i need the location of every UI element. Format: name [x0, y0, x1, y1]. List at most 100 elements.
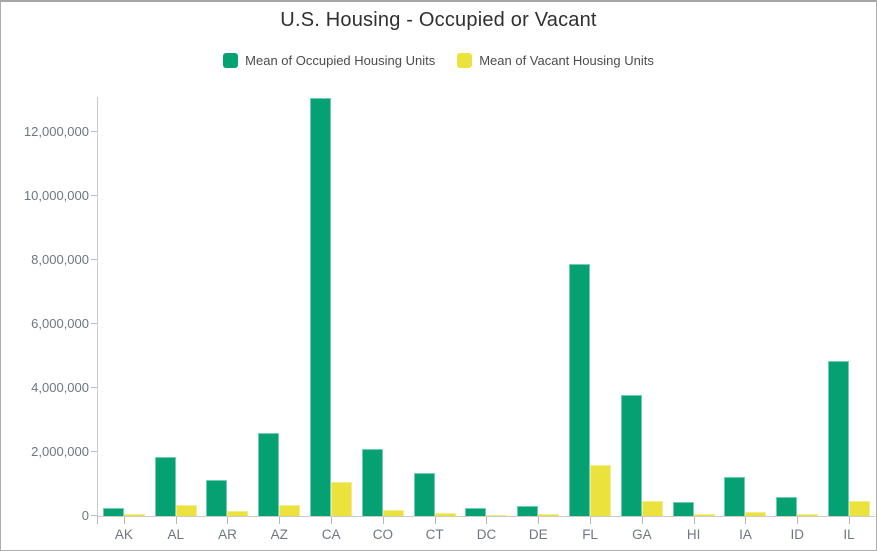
category-group-ia: IA	[720, 97, 772, 542]
x-tick-mark	[123, 517, 125, 524]
legend-item-occupied[interactable]: Mean of Occupied Housing Units	[223, 53, 435, 68]
bar-occupied-de[interactable]	[517, 505, 539, 516]
x-axis-label-fl: FL	[582, 527, 598, 542]
bar-occupied-al[interactable]	[154, 456, 176, 516]
legend-item-vacant[interactable]: Mean of Vacant Housing Units	[457, 53, 654, 68]
y-tick-mark	[91, 323, 97, 325]
x-tick-mark	[538, 517, 540, 524]
category-group-fl: FL	[564, 97, 616, 542]
bar-vacant-al[interactable]	[175, 504, 197, 516]
category-group-il: IL	[823, 97, 875, 542]
x-tick-mark	[797, 517, 799, 524]
bar-vacant-ca[interactable]	[331, 481, 353, 516]
category-group-ca: CA	[305, 97, 357, 542]
category-group-al: AL	[150, 97, 202, 542]
bar-occupied-ca[interactable]	[310, 98, 332, 516]
category-group-id: ID	[771, 97, 823, 542]
x-axis-label-co: CO	[372, 527, 393, 542]
x-tick-mark	[227, 517, 229, 524]
y-tick-label: 0	[81, 508, 89, 523]
bar-vacant-fl[interactable]	[590, 465, 612, 516]
x-axis-label-il: IL	[843, 527, 855, 542]
x-tick-mark	[382, 517, 384, 524]
legend-swatch-vacant-icon	[457, 53, 473, 68]
category-group-hi: HI	[668, 97, 720, 542]
y-axis-ticks	[91, 97, 97, 516]
category-group-ak: AK	[98, 97, 150, 542]
category-group-dc: DC	[461, 97, 513, 542]
bar-occupied-ar[interactable]	[206, 480, 228, 516]
x-axis-label-id: ID	[790, 527, 805, 542]
x-axis-label-ak: AK	[114, 527, 133, 542]
bar-vacant-il[interactable]	[849, 501, 871, 516]
x-axis-label-az: AZ	[270, 527, 288, 542]
category-group-ga: GA	[616, 97, 668, 542]
bar-vacant-ar[interactable]	[227, 510, 249, 516]
x-tick-mark	[745, 517, 747, 524]
category-group-co: CO	[357, 97, 409, 542]
x-tick-mark	[641, 517, 643, 524]
bar-occupied-dc[interactable]	[465, 507, 487, 516]
y-tick-mark	[91, 387, 97, 389]
y-tick-mark	[91, 451, 97, 453]
category-group-de: DE	[512, 97, 564, 542]
bar-occupied-id[interactable]	[776, 496, 798, 516]
x-axis-label-de: DE	[528, 527, 548, 542]
bar-vacant-id[interactable]	[797, 514, 819, 516]
y-tick-mark	[91, 259, 97, 261]
y-tick-mark	[91, 515, 97, 516]
legend: Mean of Occupied Housing Units Mean of V…	[1, 53, 876, 68]
x-axis-label-ca: CA	[321, 527, 341, 542]
legend-label-vacant: Mean of Vacant Housing Units	[479, 53, 654, 68]
bar-occupied-az[interactable]	[258, 433, 280, 516]
y-tick-label: 4,000,000	[31, 380, 89, 396]
x-axis-label-dc: DC	[476, 527, 497, 542]
bar-occupied-ak[interactable]	[102, 508, 124, 516]
bar-vacant-ct[interactable]	[434, 512, 456, 516]
x-axis-label-al: AL	[167, 527, 184, 542]
x-tick-mark	[279, 517, 281, 524]
x-axis-label-hi: HI	[686, 527, 701, 542]
y-tick-label: 12,000,000	[23, 124, 89, 140]
y-tick-label: 6,000,000	[31, 316, 89, 332]
bar-occupied-fl[interactable]	[569, 263, 591, 516]
y-tick-mark	[91, 131, 97, 133]
bar-vacant-de[interactable]	[538, 514, 560, 516]
x-tick-mark	[434, 517, 436, 524]
bar-occupied-ia[interactable]	[724, 476, 746, 516]
bar-vacant-ak[interactable]	[123, 514, 145, 516]
x-axis-label-ar: AR	[218, 527, 237, 542]
x-axis-label-ct: CT	[425, 527, 444, 542]
plot-area: AK AL AR AZ CA CO CT DC DE FL GA HI IA ID IL	[97, 97, 875, 542]
x-tick-mark	[486, 517, 488, 524]
x-axis-label-ga: GA	[632, 527, 652, 542]
bar-vacant-co[interactable]	[382, 509, 404, 516]
legend-label-occupied: Mean of Occupied Housing Units	[245, 53, 436, 68]
bar-vacant-dc[interactable]	[486, 514, 508, 516]
bar-vacant-ia[interactable]	[745, 512, 767, 516]
category-group-ct: CT	[409, 97, 461, 542]
bar-occupied-il[interactable]	[828, 361, 850, 516]
y-tick-label: 8,000,000	[31, 252, 89, 268]
x-tick-mark	[693, 517, 695, 524]
bar-vacant-hi[interactable]	[693, 514, 715, 516]
bar-occupied-ga[interactable]	[620, 395, 642, 516]
y-tick-label: 10,000,000	[23, 188, 89, 204]
bar-occupied-ct[interactable]	[413, 472, 435, 516]
category-group-az: AZ	[253, 97, 305, 542]
x-tick-mark	[590, 517, 592, 524]
legend-swatch-occupied-icon	[223, 53, 239, 68]
y-tick-mark	[91, 195, 97, 197]
bar-occupied-hi[interactable]	[672, 501, 694, 516]
bar-vacant-ga[interactable]	[641, 501, 663, 516]
x-axis-label-ia: IA	[739, 527, 752, 542]
y-tick-label: 2,000,000	[31, 444, 89, 460]
bar-occupied-co[interactable]	[361, 449, 383, 516]
chart-title: U.S. Housing - Occupied or Vacant	[280, 9, 597, 31]
x-tick-mark	[849, 517, 851, 524]
y-axis-labels: 0 2,000,000 4,000,000 6,000,000 8,000,000 10,…	[1, 97, 89, 523]
bar-vacant-az[interactable]	[279, 504, 301, 516]
x-tick-mark	[175, 517, 177, 524]
category-group-ar: AR	[202, 97, 254, 542]
